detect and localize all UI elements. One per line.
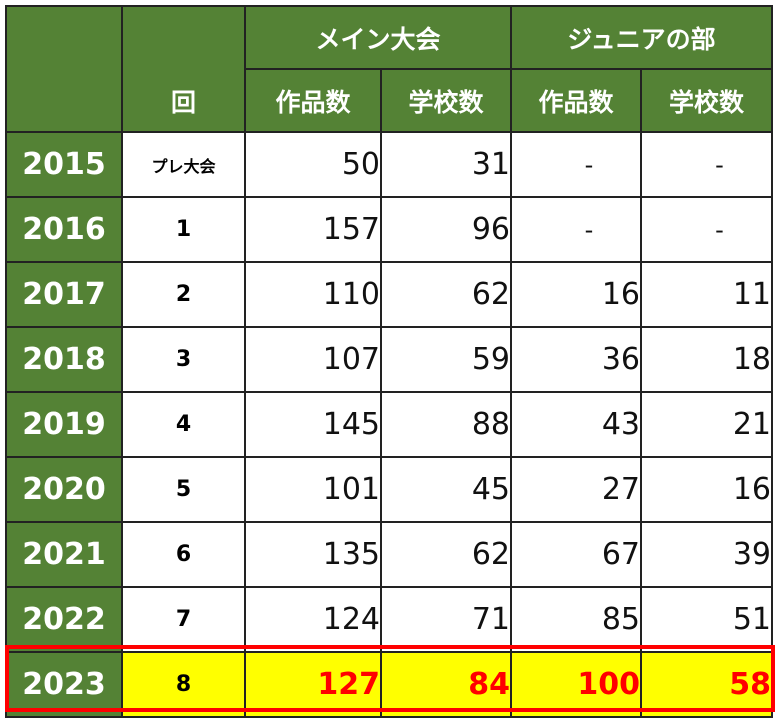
round-header: 回: [121, 5, 246, 133]
table-row: 2017 2 110 62 16 11: [5, 261, 773, 328]
main-schools-cell: 71: [380, 586, 512, 653]
main-works-cell: 110: [244, 261, 382, 328]
round-cell: 4: [121, 391, 246, 458]
main-works-cell: 50: [244, 131, 382, 198]
table-row: 2016 1 157 96 - -: [5, 196, 773, 263]
year-cell: 2016: [5, 196, 123, 263]
junior-works-cell: 36: [510, 326, 642, 393]
main-schools-cell: 31: [380, 131, 512, 198]
year-cell: 2017: [5, 261, 123, 328]
main-works-cell: 157: [244, 196, 382, 263]
main-schools-cell: 84: [380, 651, 512, 718]
main-works-cell: 107: [244, 326, 382, 393]
junior-schools-cell: -: [640, 196, 773, 263]
junior-schools-cell: 21: [640, 391, 773, 458]
table-row: 2015 プレ大会 50 31 - -: [5, 131, 773, 198]
corner-cell: [5, 5, 123, 133]
main-schools-cell: 59: [380, 326, 512, 393]
main-schools-cell: 62: [380, 521, 512, 588]
year-cell: 2018: [5, 326, 123, 393]
year-cell: 2023: [5, 651, 123, 718]
main-works-cell: 127: [244, 651, 382, 718]
main-works-cell: 101: [244, 456, 382, 523]
table-row: 2019 4 145 88 43 21: [5, 391, 773, 458]
table-row: 2021 6 135 62 67 39: [5, 521, 773, 588]
junior-works-cell: 100: [510, 651, 642, 718]
table-row: 2018 3 107 59 36 18: [5, 326, 773, 393]
junior-works-header: 作品数: [510, 68, 642, 133]
contest-stats-table: 回 メイン大会 ジュニアの部 作品数 学校数 作品数 学校数 2015 プレ大会…: [5, 5, 773, 718]
junior-schools-cell: 39: [640, 521, 773, 588]
junior-schools-header: 学校数: [640, 68, 773, 133]
junior-schools-cell: 16: [640, 456, 773, 523]
round-cell: 2: [121, 261, 246, 328]
round-cell: プレ大会: [121, 131, 246, 198]
junior-schools-cell: 58: [640, 651, 773, 718]
junior-schools-cell: 11: [640, 261, 773, 328]
main-schools-cell: 88: [380, 391, 512, 458]
round-cell: 6: [121, 521, 246, 588]
year-cell: 2020: [5, 456, 123, 523]
main-schools-cell: 96: [380, 196, 512, 263]
round-cell: 8: [121, 651, 246, 718]
junior-works-cell: 43: [510, 391, 642, 458]
table-row: 2022 7 124 71 85 51: [5, 586, 773, 653]
junior-works-cell: 27: [510, 456, 642, 523]
round-cell: 7: [121, 586, 246, 653]
junior-schools-cell: -: [640, 131, 773, 198]
junior-works-cell: -: [510, 196, 642, 263]
junior-works-cell: -: [510, 131, 642, 198]
year-cell: 2019: [5, 391, 123, 458]
main-works-cell: 145: [244, 391, 382, 458]
junior-works-cell: 67: [510, 521, 642, 588]
junior-schools-cell: 51: [640, 586, 773, 653]
main-schools-cell: 45: [380, 456, 512, 523]
table-row: 2020 5 101 45 27 16: [5, 456, 773, 523]
round-cell: 3: [121, 326, 246, 393]
year-cell: 2015: [5, 131, 123, 198]
junior-header: ジュニアの部: [510, 5, 773, 70]
year-cell: 2022: [5, 586, 123, 653]
main-works-header: 作品数: [244, 68, 382, 133]
junior-works-cell: 16: [510, 261, 642, 328]
main-schools-header: 学校数: [380, 68, 512, 133]
junior-schools-cell: 18: [640, 326, 773, 393]
highlighted-table-row: 2023 8 127 84 100 58: [5, 651, 773, 718]
main-works-cell: 124: [244, 586, 382, 653]
main-works-cell: 135: [244, 521, 382, 588]
main-event-header: メイン大会: [244, 5, 512, 70]
year-cell: 2021: [5, 521, 123, 588]
main-schools-cell: 62: [380, 261, 512, 328]
junior-works-cell: 85: [510, 586, 642, 653]
round-cell: 1: [121, 196, 246, 263]
round-cell: 5: [121, 456, 246, 523]
